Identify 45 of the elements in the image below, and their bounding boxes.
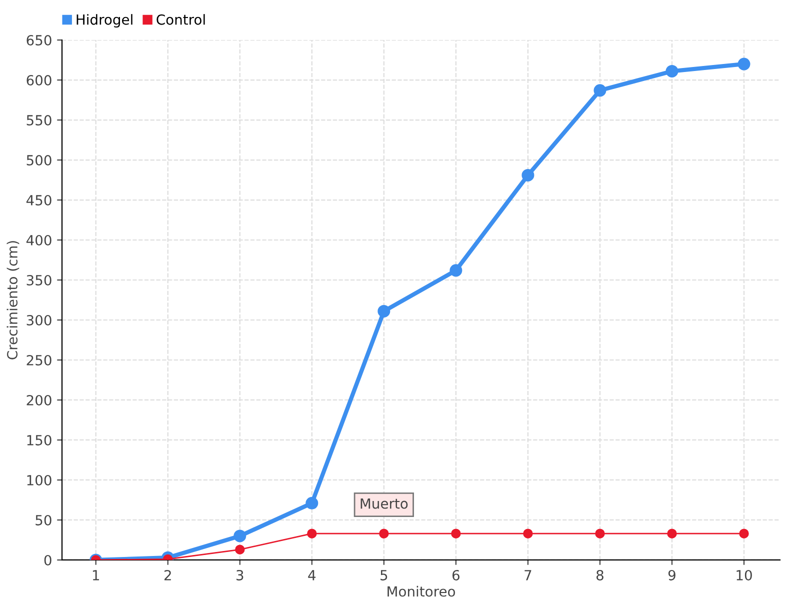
y-tick-label: 200	[26, 394, 52, 406]
y-tick-label: 50	[36, 514, 52, 526]
point	[451, 528, 461, 538]
point	[739, 528, 749, 538]
x-tick-label: 1	[92, 570, 99, 580]
y-tick-label: 350	[26, 274, 52, 286]
point	[307, 528, 317, 538]
y-tick-label: 300	[26, 314, 52, 326]
point	[522, 168, 534, 182]
point	[378, 304, 390, 318]
y-axis-title: Crecimiento (cm)	[6, 241, 20, 360]
point	[235, 544, 245, 554]
x-axis-title: Monitoreo	[388, 586, 456, 597]
x-tick-label: 4	[308, 570, 316, 580]
y-tick-label: 600	[26, 74, 52, 86]
point	[306, 496, 318, 510]
x-tick-label: 10	[736, 570, 752, 580]
legend-label: Hidrogel	[76, 14, 132, 28]
point	[666, 64, 678, 78]
y-tick-label: 650	[26, 34, 52, 46]
point	[667, 528, 677, 538]
x-tick-label: 9	[668, 570, 676, 580]
y-tick-label: 400	[26, 234, 52, 246]
point	[234, 530, 246, 542]
y-tick-label: 150	[27, 434, 52, 446]
y-tick-label: 500	[26, 154, 52, 166]
x-tick-label: 3	[236, 570, 244, 580]
point	[738, 58, 750, 70]
x-tick-label: 5	[380, 570, 388, 580]
y-tick-label: 100	[27, 474, 52, 486]
point	[595, 528, 605, 538]
x-tick-label: 6	[452, 570, 460, 580]
y-tick-label: 550	[26, 114, 52, 126]
x-tick-label: 8	[596, 570, 604, 580]
y-tick-label: 0	[44, 554, 52, 566]
point	[594, 84, 606, 97]
point	[379, 528, 389, 538]
x-tick-label: 2	[164, 570, 171, 580]
legend-label: Control	[156, 14, 205, 25]
point	[523, 528, 533, 538]
y-tick-label: 250	[26, 354, 52, 366]
x-tick-label: 7	[524, 570, 532, 580]
point	[450, 264, 462, 277]
annotation: Muerto	[360, 498, 408, 509]
y-tick-label: 450	[26, 194, 52, 206]
